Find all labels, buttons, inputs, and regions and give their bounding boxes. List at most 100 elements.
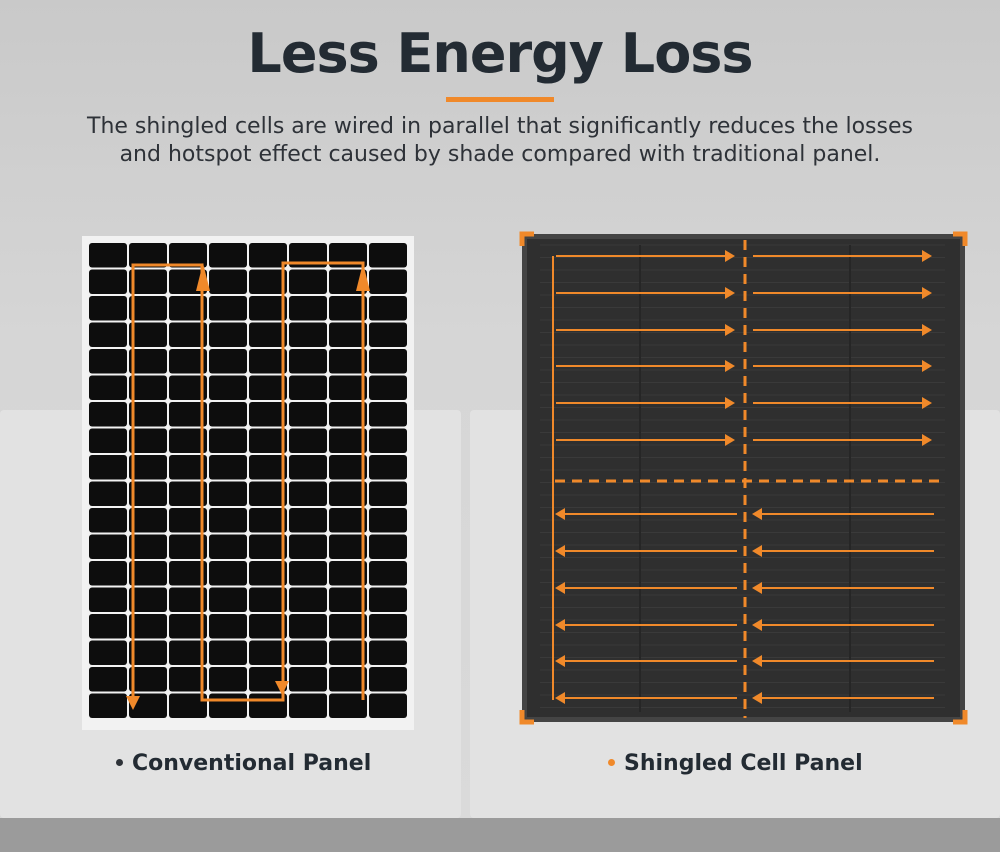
- arrow-right-icon: [725, 324, 735, 336]
- solar-cell: [129, 349, 167, 374]
- solar-cell: [129, 534, 167, 559]
- solar-cell: [289, 402, 327, 427]
- solar-cell: [89, 667, 127, 692]
- arrow-left-icon: [555, 619, 565, 631]
- solar-cell: [329, 243, 367, 268]
- solar-cell: [329, 428, 367, 453]
- solar-cell: [209, 296, 247, 321]
- solar-cell: [89, 693, 127, 718]
- solar-cell: [249, 587, 287, 612]
- arrow-left-icon: [555, 545, 565, 557]
- arrow-left-icon: [752, 619, 762, 631]
- solar-cell: [289, 243, 327, 268]
- arrow-right-icon: [922, 250, 932, 262]
- solar-cell: [329, 349, 367, 374]
- solar-cell: [249, 693, 287, 718]
- solar-cell: [209, 269, 247, 294]
- solar-cell: [89, 481, 127, 506]
- solar-cell: [329, 534, 367, 559]
- arrow-left-icon: [752, 692, 762, 704]
- subtitle: The shingled cells are wired in parallel…: [0, 113, 1000, 169]
- subtitle-line-2: and hotspot effect caused by shade compa…: [119, 142, 881, 167]
- solar-cell: [129, 561, 167, 586]
- solar-cell: [129, 243, 167, 268]
- solar-cell: [129, 402, 167, 427]
- solar-cell: [369, 428, 407, 453]
- arrow-icon: [275, 681, 289, 695]
- solar-cell: [289, 667, 327, 692]
- solar-cell: [249, 481, 287, 506]
- solar-cell: [329, 508, 367, 533]
- solar-cell: [129, 296, 167, 321]
- solar-cell: [89, 402, 127, 427]
- solar-cell: [329, 322, 367, 347]
- solar-cell: [209, 455, 247, 480]
- solar-cell: [249, 534, 287, 559]
- solar-cell: [289, 561, 327, 586]
- solar-cell: [369, 243, 407, 268]
- solar-cell: [249, 455, 287, 480]
- solar-cell: [249, 243, 287, 268]
- solar-cell: [209, 534, 247, 559]
- solar-cell: [369, 667, 407, 692]
- label-text: Shingled Cell Panel: [624, 751, 863, 776]
- solar-cell: [89, 296, 127, 321]
- solar-cell: [169, 693, 207, 718]
- solar-cell: [369, 375, 407, 400]
- solar-cell: [289, 640, 327, 665]
- arrow-right-icon: [922, 434, 932, 446]
- solar-cell: [329, 667, 367, 692]
- solar-cell: [89, 375, 127, 400]
- solar-cell: [369, 402, 407, 427]
- arrow-right-icon: [922, 397, 932, 409]
- solar-cell: [89, 561, 127, 586]
- solar-cell: [289, 349, 327, 374]
- solar-cell: [209, 508, 247, 533]
- page-title: Less Energy Loss: [247, 22, 753, 85]
- solar-cell: [129, 640, 167, 665]
- solar-cell: [289, 534, 327, 559]
- solar-cell: [89, 455, 127, 480]
- solar-cell: [89, 269, 127, 294]
- solar-cell: [329, 375, 367, 400]
- solar-cell: [369, 640, 407, 665]
- solar-cell: [129, 455, 167, 480]
- solar-cell: [249, 375, 287, 400]
- solar-cell: [249, 614, 287, 639]
- solar-cell: [169, 481, 207, 506]
- solar-cell: [89, 534, 127, 559]
- solar-cell: [369, 269, 407, 294]
- solar-cell: [89, 243, 127, 268]
- solar-cell: [249, 402, 287, 427]
- solar-cell: [129, 322, 167, 347]
- solar-cell: [249, 322, 287, 347]
- corner-bracket-icon: [953, 710, 968, 725]
- bottom-band: [0, 818, 1000, 852]
- solar-cell: [289, 508, 327, 533]
- solar-cell: [169, 375, 207, 400]
- solar-cell: [209, 349, 247, 374]
- solar-cell: [289, 296, 327, 321]
- arrow-left-icon: [555, 655, 565, 667]
- arrow-left-icon: [752, 655, 762, 667]
- shingled-panel-label: Shingled Cell Panel: [608, 751, 863, 776]
- solar-cell: [209, 614, 247, 639]
- solar-cell: [369, 587, 407, 612]
- solar-cell: [169, 455, 207, 480]
- solar-cell: [129, 508, 167, 533]
- solar-cell: [169, 640, 207, 665]
- solar-cell: [209, 667, 247, 692]
- subtitle-line-1: The shingled cells are wired in parallel…: [87, 114, 913, 139]
- solar-cell: [209, 322, 247, 347]
- corner-bracket-icon: [519, 710, 534, 725]
- solar-cell: [169, 349, 207, 374]
- arrow-right-icon: [725, 360, 735, 372]
- solar-cell: [249, 349, 287, 374]
- solar-cell: [89, 349, 127, 374]
- solar-cell: [89, 640, 127, 665]
- solar-cell: [289, 481, 327, 506]
- arrow-icon: [196, 263, 210, 291]
- solar-cell: [369, 296, 407, 321]
- solar-cell: [329, 640, 367, 665]
